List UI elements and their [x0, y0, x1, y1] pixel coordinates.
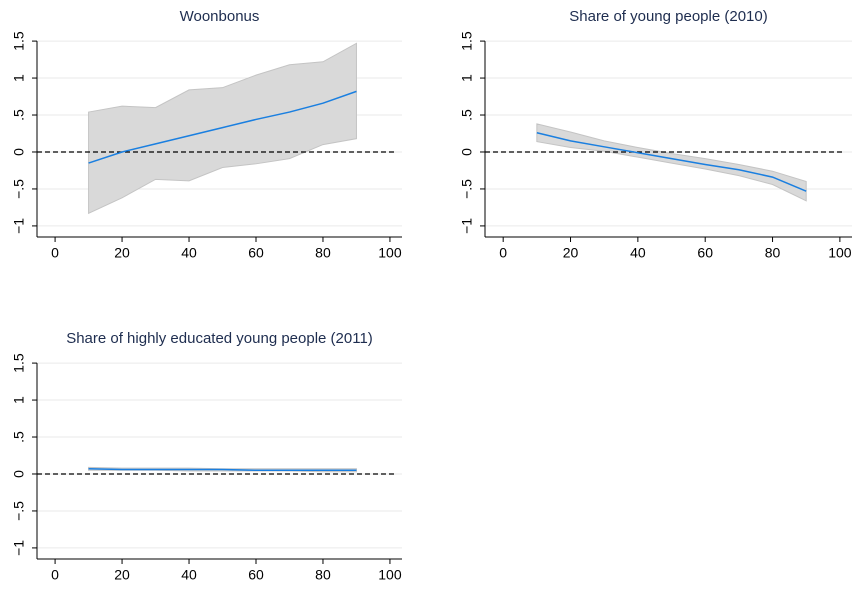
y-tick-label: −.5 — [11, 501, 27, 521]
confidence-band — [536, 123, 807, 202]
chart-title: Share of young people (2010) — [569, 8, 767, 25]
line — [88, 468, 357, 472]
x-tick-label: 100 — [378, 567, 402, 583]
y-tick-label: 1.5 — [459, 31, 475, 51]
x-tick-label: 100 — [828, 245, 852, 261]
y-tick-label: 0 — [11, 148, 27, 156]
x-tick-label: 80 — [315, 567, 331, 583]
y-tick-label: −1 — [459, 218, 475, 234]
x-tick-label: 20 — [114, 567, 130, 583]
x-tick-label: 40 — [630, 245, 646, 261]
y-tick-label: 0 — [11, 470, 27, 478]
y-tick-label: 1 — [459, 74, 475, 82]
y-tick-label: −.5 — [11, 179, 27, 199]
x-tick-label: 20 — [114, 245, 130, 261]
x-tick-label: 0 — [51, 245, 59, 261]
y-tick-label: −1 — [11, 218, 27, 234]
y-tick-label: 1 — [11, 396, 27, 404]
y-tick-label: −.5 — [459, 179, 475, 199]
x-tick-label: 80 — [315, 245, 331, 261]
x-tick-label: 40 — [181, 245, 197, 261]
y-tick-label: .5 — [459, 109, 475, 121]
x-tick-label: 100 — [378, 245, 402, 261]
x-tick-label: 60 — [697, 245, 713, 261]
chart-title: Woonbonus — [180, 8, 260, 25]
line — [88, 90, 357, 164]
y-tick-label: 1.5 — [11, 31, 27, 51]
y-tick-label: 1.5 — [11, 353, 27, 373]
line — [536, 132, 807, 192]
x-tick-label: 20 — [563, 245, 579, 261]
x-tick-label: 0 — [51, 567, 59, 583]
y-tick-label: −1 — [11, 540, 27, 556]
chart-title: Share of highly educated young people (2… — [66, 330, 373, 347]
x-tick-label: 80 — [765, 245, 781, 261]
x-tick-label: 60 — [248, 245, 264, 261]
x-tick-label: 60 — [248, 567, 264, 583]
x-tick-label: 40 — [181, 567, 197, 583]
y-tick-label: 1 — [11, 74, 27, 82]
y-tick-label: .5 — [11, 109, 27, 121]
y-tick-label: .5 — [11, 431, 27, 443]
x-tick-label: 0 — [499, 245, 507, 261]
y-tick-label: 0 — [459, 148, 475, 156]
